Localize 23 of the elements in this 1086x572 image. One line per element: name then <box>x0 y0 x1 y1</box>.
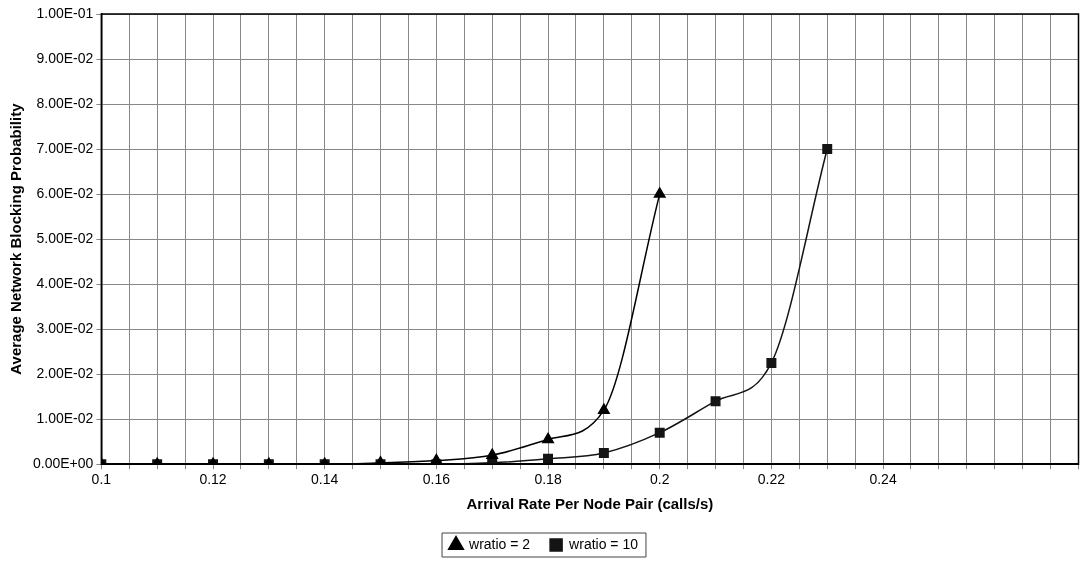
x-tick-label: 0.1 <box>91 471 112 488</box>
y-tick-label: 1.00E-02 <box>36 410 94 427</box>
y-tick-label: 1.00E-01 <box>36 4 94 21</box>
y-tick-label: 2.00E-02 <box>36 365 94 382</box>
y-tick-label: 8.00E-02 <box>36 94 94 111</box>
y-tick-label: 3.00E-02 <box>36 320 94 336</box>
y-tick-label: 9.00E-02 <box>36 49 94 66</box>
legend-label: wratio = 10 <box>568 535 639 552</box>
x-tick-label: 0.14 <box>311 471 339 488</box>
x-tick-label: 0.12 <box>199 471 227 488</box>
x-axis-title: Arrival Rate Per Node Pair (calls/s) <box>466 495 714 513</box>
y-axis-title: Average Network Blocking Probability <box>7 102 25 375</box>
y-tick-label: 7.00E-02 <box>36 139 94 156</box>
x-tick-label: 0.24 <box>869 471 897 488</box>
x-tick-label: 0.22 <box>757 471 786 488</box>
y-tick-label: 5.00E-02 <box>36 229 94 246</box>
x-tick-label: 0.2 <box>649 471 670 488</box>
y-tick-label: 4.00E-02 <box>36 274 94 291</box>
legend-label: wratio = 2 <box>468 535 531 552</box>
y-tick-label: 6.00E-02 <box>36 184 94 201</box>
x-tick-label: 0.18 <box>534 471 562 488</box>
x-tick-label: 0.16 <box>422 471 451 488</box>
y-tick-label: 0.00E+00 <box>32 455 94 472</box>
